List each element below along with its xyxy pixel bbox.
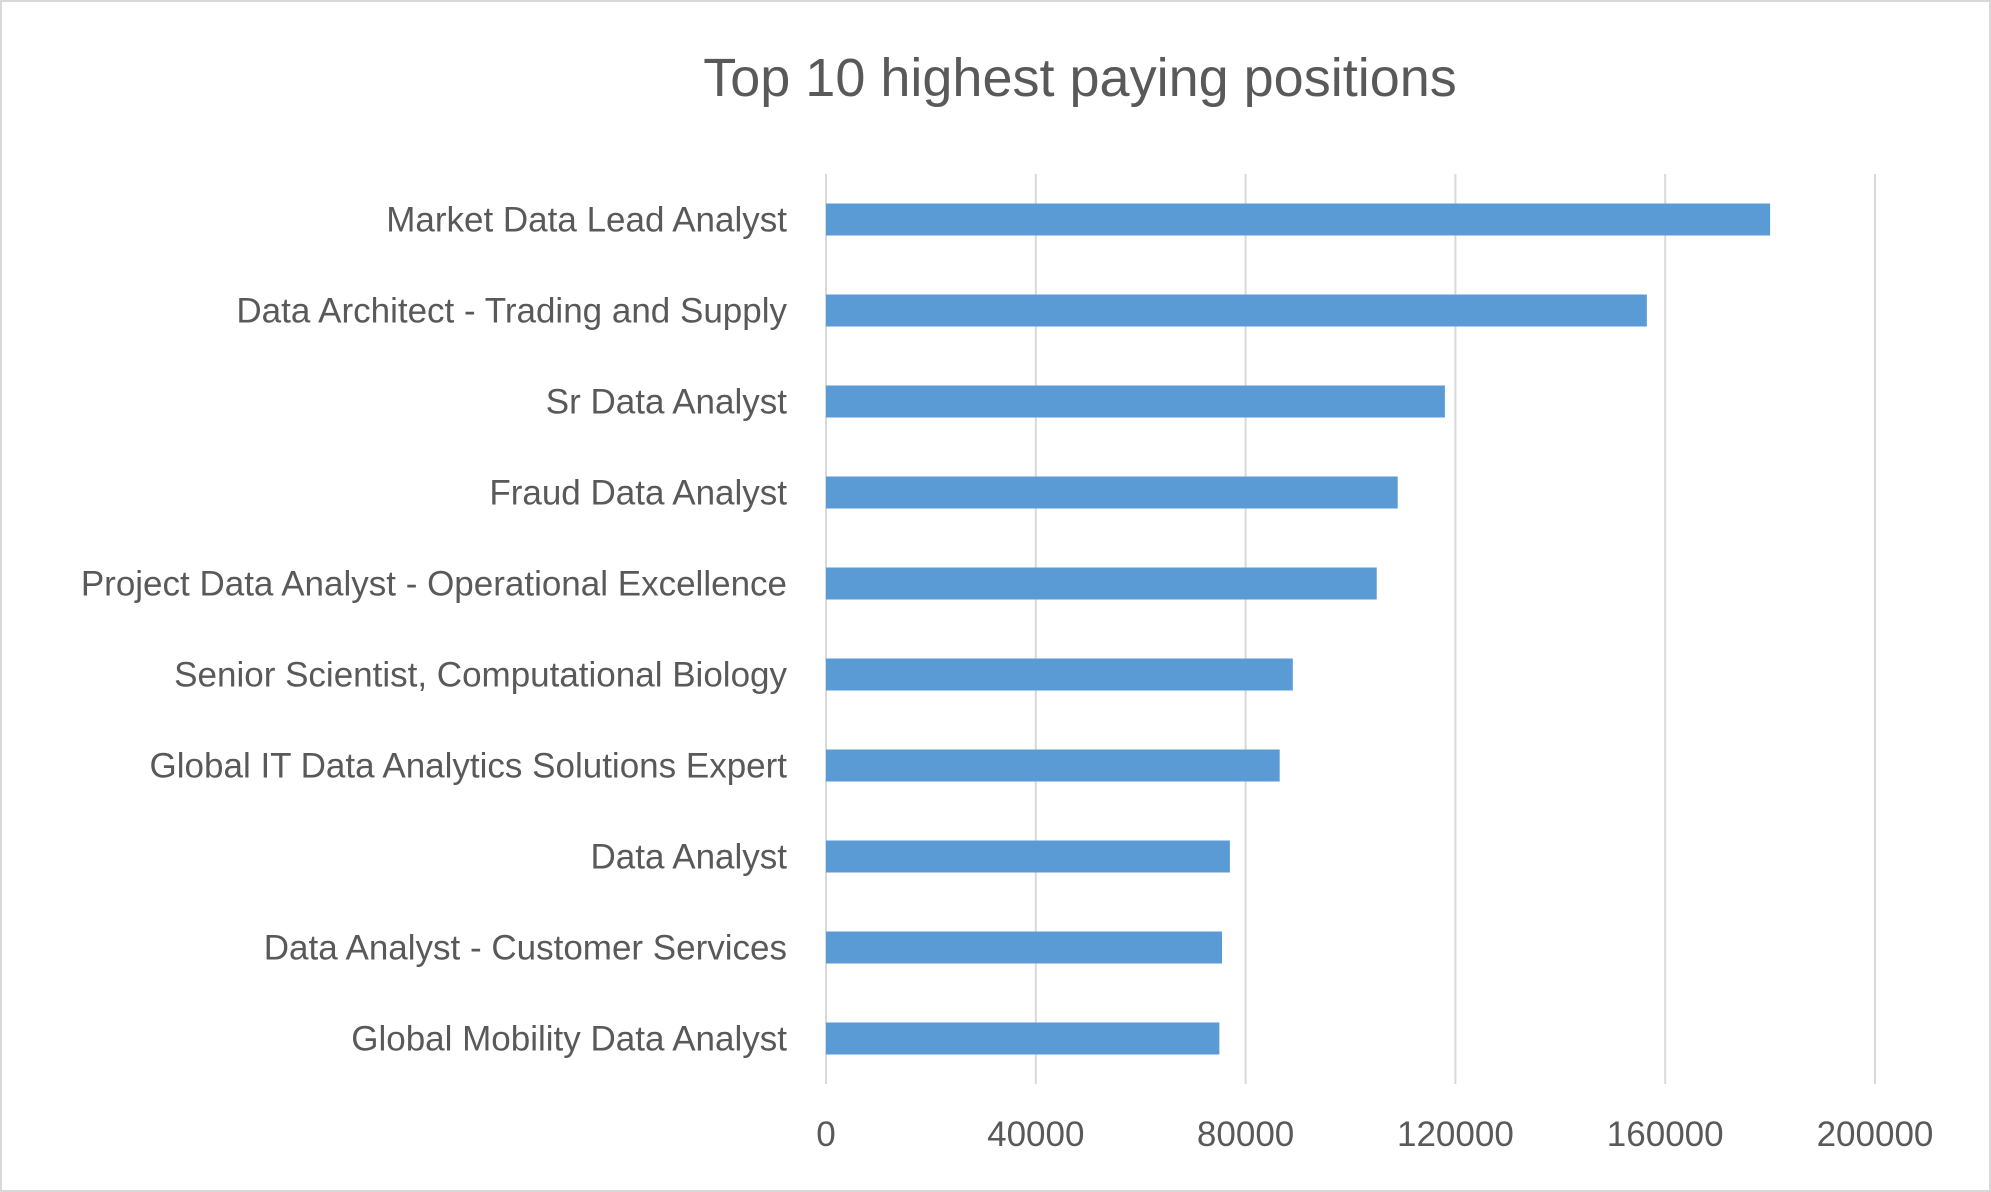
category-label: Market Data Lead Analyst [386,201,787,240]
x-tick-label: 0 [816,1115,835,1154]
category-label: Data Analyst - Customer Services [264,929,787,968]
category-label: Project Data Analyst - Operational Excel… [81,565,787,604]
bar [826,658,1293,691]
category-label: Data Analyst [591,838,788,877]
x-tick-label: 40000 [987,1115,1084,1154]
bar [826,567,1377,600]
x-tick-labels: 0 40000 80000 120000 160000 200000 [816,1115,1933,1154]
x-tick-label: 80000 [1197,1115,1294,1154]
bar [826,1022,1220,1055]
chart-title: Top 10 highest paying positions [703,48,1457,108]
bar [826,203,1771,236]
bar [826,385,1445,418]
bar [826,931,1222,964]
bar [826,749,1280,782]
bar [826,476,1398,509]
category-label: Fraud Data Analyst [489,474,787,513]
category-label: Sr Data Analyst [546,383,787,422]
category-label: Data Architect - Trading and Supply [236,292,787,331]
bar [826,840,1230,873]
category-label: Global IT Data Analytics Solutions Exper… [150,747,788,786]
category-labels: Market Data Lead Analyst Data Architect -… [81,201,788,1059]
category-label: Senior Scientist, Computational Biology [174,656,787,695]
x-tick-label: 120000 [1397,1115,1514,1154]
bars [826,203,1771,1055]
x-tick-label: 200000 [1817,1115,1934,1154]
x-tick-label: 160000 [1607,1115,1724,1154]
bar [826,294,1647,327]
category-label: Global Mobility Data Analyst [351,1020,787,1059]
